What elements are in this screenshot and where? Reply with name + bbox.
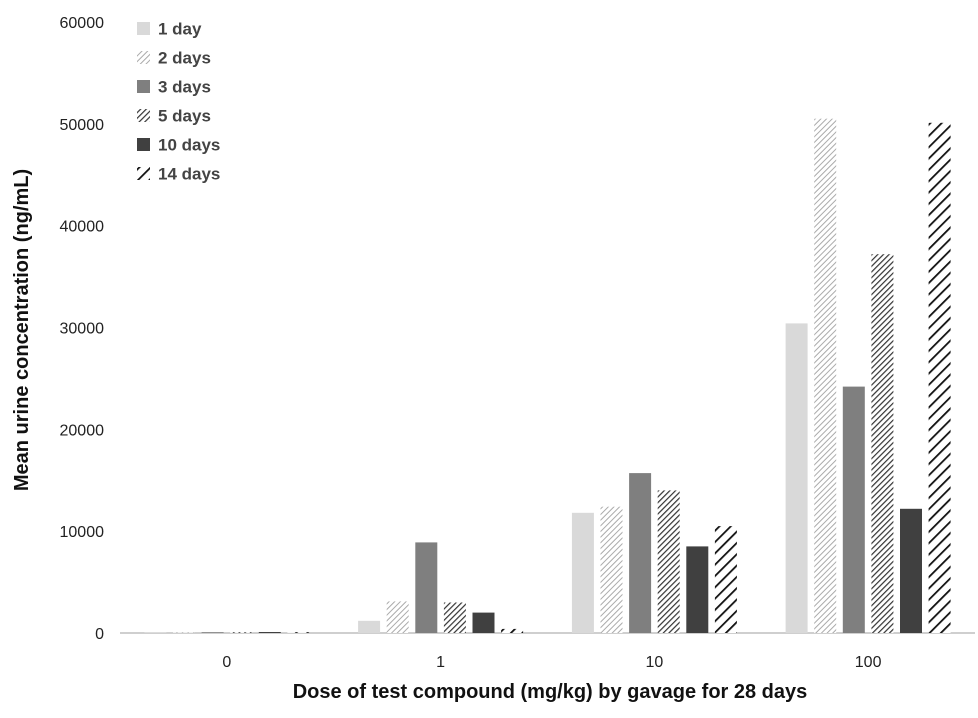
legend-label: 5 days <box>158 107 211 126</box>
y-tick-label: 10000 <box>60 524 105 541</box>
bar <box>287 632 310 633</box>
bar <box>714 526 737 633</box>
x-tick-label: 0 <box>222 654 231 671</box>
bar <box>629 473 652 633</box>
bar <box>871 254 894 633</box>
x-tick-label: 10 <box>645 654 663 671</box>
bar <box>201 632 224 633</box>
y-tick-label: 0 <box>95 626 104 643</box>
bar <box>814 118 837 633</box>
y-tick-label: 30000 <box>60 321 105 338</box>
legend-swatch <box>137 138 150 151</box>
bar <box>472 612 495 633</box>
bar <box>173 632 195 633</box>
x-tick-label: 1 <box>436 654 445 671</box>
legend-swatch <box>137 51 150 64</box>
bar <box>571 512 594 633</box>
y-tick-label: 50000 <box>60 117 105 134</box>
y-tick-label: 40000 <box>60 219 105 236</box>
bar <box>657 490 680 633</box>
x-tick-label: 100 <box>855 654 882 671</box>
bar <box>785 323 808 633</box>
legend-label: 14 days <box>158 165 220 184</box>
legend-swatch <box>137 22 150 35</box>
legend-swatch <box>137 167 150 180</box>
bar <box>686 546 709 633</box>
bar <box>501 628 524 633</box>
bar <box>600 506 623 633</box>
bar <box>443 602 466 633</box>
bar <box>842 386 865 633</box>
legend-label: 1 day <box>158 20 202 39</box>
bar <box>144 632 167 633</box>
bar <box>415 542 438 633</box>
y-axis-title: Mean urine concentration (ng/mL) <box>11 169 33 491</box>
bar <box>928 122 951 634</box>
bar <box>358 620 381 633</box>
x-axis-title: Dose of test compound (mg/kg) by gavage … <box>293 681 808 703</box>
legend-label: 10 days <box>158 136 220 155</box>
legend-swatch <box>137 109 150 122</box>
y-tick-label: 60000 <box>60 15 105 32</box>
legend-label: 2 days <box>158 49 211 68</box>
legend-swatch <box>137 80 150 93</box>
y-tick-label: 20000 <box>60 422 105 439</box>
legend-label: 3 days <box>158 78 211 97</box>
bar <box>258 632 281 633</box>
bar <box>230 632 253 633</box>
bar <box>386 601 409 633</box>
bar <box>900 508 922 633</box>
